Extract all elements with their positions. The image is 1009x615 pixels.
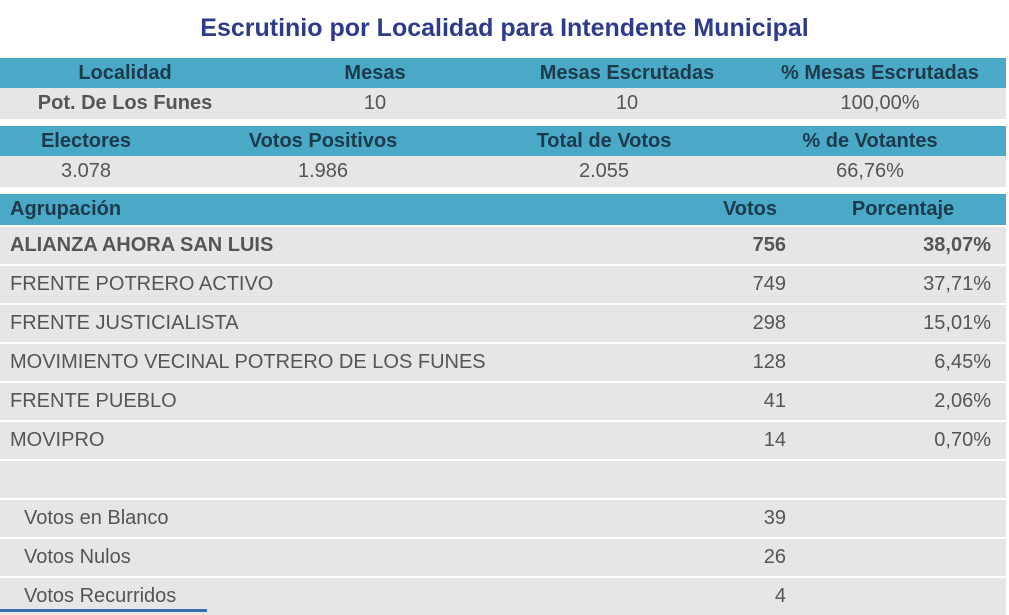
votos-positivos-value: 1.986 [297,160,349,182]
pct-mesas-value: 100,00% [840,92,920,114]
party-name: ALIANZA AHORA SAN LUIS [10,234,274,256]
table-row: Votos Nulos 26 [0,537,1006,576]
bottom-accent-bar [0,609,207,612]
table-row: 3.078 1.986 2.055 66,76% [0,156,1006,187]
other-votes-label: Votos Nulos [24,546,131,568]
party-pct: 2,06% [934,390,991,412]
header-pct-mesas: % Mesas Escrutadas [781,62,979,84]
header-mesas: Mesas [344,62,406,84]
voters-summary-table: Electores Votos Positivos Total de Votos… [0,126,1006,187]
other-votes-value: 4 [774,585,786,607]
header-porcentaje: Porcentaje [851,198,955,220]
party-votes: 14 [763,429,786,451]
mesas-value: 10 [363,92,387,114]
total-votos-value: 2.055 [578,160,630,182]
party-name: MOVIPRO [10,429,105,451]
party-name: FRENTE JUSTICIALISTA [10,312,239,334]
party-name: FRENTE PUEBLO [10,390,177,412]
other-votes-label: Votos en Blanco [24,507,169,529]
party-pct: 6,45% [934,351,991,373]
party-pct: 38,07% [923,234,991,256]
table-row: Pot. De Los Funes 10 10 100,00% [0,88,1006,119]
party-pct: 37,71% [923,273,991,295]
mesas-escrutadas-value: 10 [615,92,639,114]
header-mesas-escrutadas: Mesas Escrutadas [539,62,715,84]
party-name: MOVIMIENTO VECINAL POTRERO DE LOS FUNES [10,351,486,373]
other-votes-label: Votos Recurridos [24,585,177,607]
party-votes: 128 [752,351,786,373]
party-votes: 749 [752,273,786,295]
table-header: Electores Votos Positivos Total de Votos… [0,126,1006,156]
header-total-votos: Total de Votos [536,130,672,152]
other-votes-value: 26 [763,546,786,568]
header-pct-votantes: % de Votantes [802,130,938,152]
locality-summary-table: Localidad Mesas Mesas Escrutadas % Mesas… [0,58,1006,119]
header-agrupacion: Agrupación [10,198,122,220]
table-header: Localidad Mesas Mesas Escrutadas % Mesas… [0,58,1006,88]
party-votes: 756 [752,234,786,256]
page-title: Escrutinio por Localidad para Intendente… [200,14,809,42]
localidad-value: Pot. De Los Funes [37,92,213,114]
table-row: MOVIPRO 14 0,70% [0,420,1006,459]
header-localidad: Localidad [78,62,172,84]
table-row: FRENTE JUSTICIALISTA 298 15,01% [0,303,1006,342]
other-votes-value: 39 [763,507,786,529]
table-row: ALIANZA AHORA SAN LUIS 756 38,07% [0,225,1006,264]
table-row: FRENTE PUEBLO 41 2,06% [0,381,1006,420]
results-table: Agrupación Votos Porcentaje ALIANZA AHOR… [0,194,1006,615]
party-name: FRENTE POTRERO ACTIVO [10,273,274,295]
table-header: Agrupación Votos Porcentaje [0,194,1006,225]
header-votos: Votos [722,198,778,220]
electores-value: 3.078 [60,160,112,182]
party-pct: 15,01% [923,312,991,334]
table-row: Votos en Blanco 39 [0,498,1006,537]
header-votos-positivos: Votos Positivos [248,130,398,152]
party-pct: 0,70% [934,429,991,451]
table-row: MOVIMIENTO VECINAL POTRERO DE LOS FUNES … [0,342,1006,381]
header-electores: Electores [40,130,132,152]
party-votes: 298 [752,312,786,334]
pct-votantes-value: 66,76% [836,160,904,182]
table-row: FRENTE POTRERO ACTIVO 749 37,71% [0,264,1006,303]
table-row: Votos Recurridos 4 [0,576,1006,615]
party-votes: 41 [763,390,786,412]
spacer-row [0,459,1006,498]
